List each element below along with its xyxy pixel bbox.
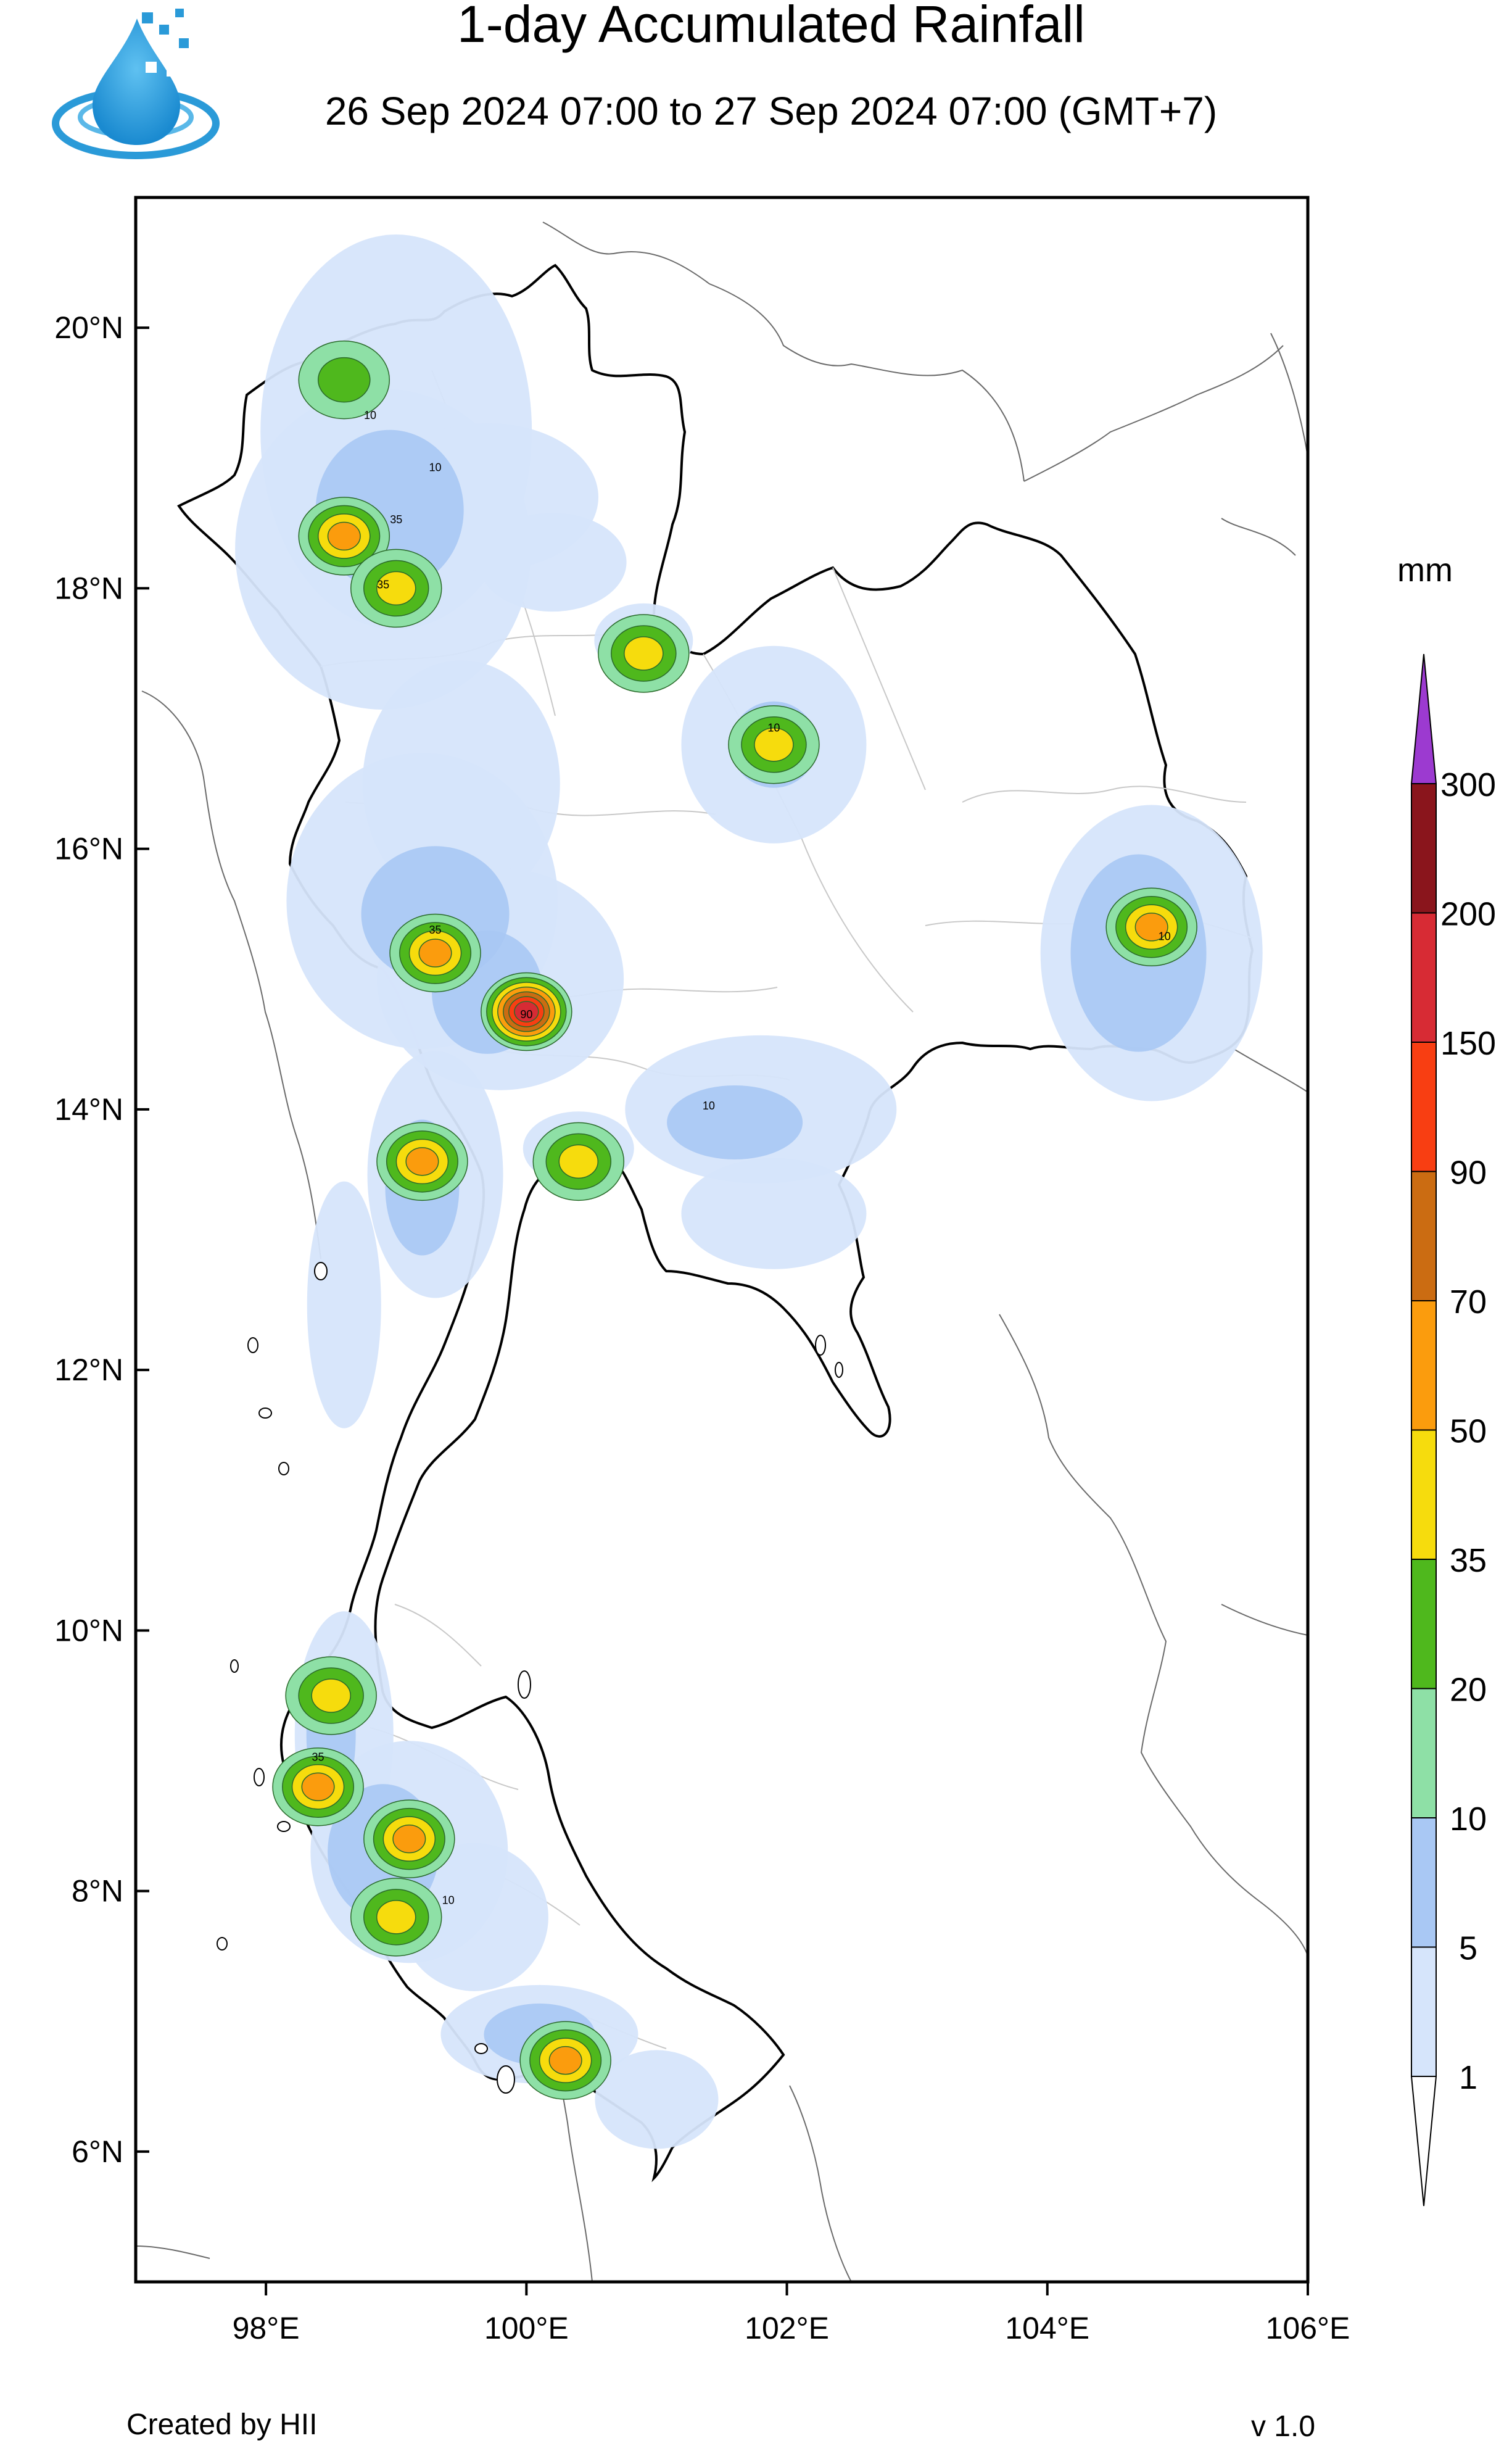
- colorbar-level-label: 50: [1450, 1413, 1487, 1450]
- map-area: 10 10 35 35 35 90 10 10 10 35 10: [136, 197, 1308, 2282]
- colorbar-bottom-arrow: [1410, 2076, 1437, 2207]
- colorbar-level-label: 300: [1440, 766, 1496, 803]
- rain-field: 10 10 35 35 35 90 10 10 10 35 10: [235, 234, 1263, 2149]
- contour-label: 90: [520, 1008, 532, 1021]
- contour-label: 10: [442, 1894, 455, 1907]
- lon-tick-label: 100°E: [484, 2311, 569, 2345]
- neighbour-borders: [136, 222, 1308, 2282]
- contour-label: 10: [364, 409, 376, 421]
- rain-area-light: [400, 1843, 548, 1991]
- rain-contour-35: [311, 1678, 351, 1713]
- contour-label: 10: [429, 461, 442, 473]
- lat-tick-label: 18°N: [54, 571, 123, 605]
- version-text: v 1.0: [1251, 2410, 1315, 2443]
- map-frame: [134, 196, 1310, 2284]
- colorbar-level-label: 90: [1450, 1155, 1487, 1192]
- rain-contour-50: [548, 2046, 582, 2075]
- colorbar-segment: [1411, 912, 1437, 1043]
- map-title: 1-day Accumulated Rainfall: [457, 0, 1085, 53]
- colorbar-segment: [1411, 1817, 1437, 1948]
- lat-tick-label: 8°N: [72, 1874, 123, 1909]
- rain-contour-20: [318, 357, 371, 403]
- lon-tick-label: 104°E: [1005, 2311, 1089, 2345]
- colorbar-level-label: 35: [1450, 1542, 1487, 1579]
- colorbar-level-label: 20: [1450, 1672, 1487, 1709]
- colorbar-level-label: 150: [1440, 1025, 1496, 1062]
- hii-logo: [52, 9, 220, 159]
- rain-contour-35: [558, 1144, 599, 1179]
- lon-tick-label: 102°E: [745, 2311, 829, 2345]
- islands: [217, 1262, 843, 2094]
- colorbar-segment: [1411, 1042, 1437, 1172]
- map-subtitle: 26 Sep 2024 07:00 to 27 Sep 2024 07:00 (…: [325, 89, 1217, 133]
- colorbar: mm 1 5 10 20 35 50 70 90 150 200 300: [1397, 552, 1496, 2207]
- colorbar-segment: [1411, 1946, 1437, 2077]
- rain-contour-150: [514, 1001, 539, 1022]
- lat-tick-label: 16°N: [54, 832, 123, 866]
- rain-contour-50: [1134, 913, 1168, 942]
- colorbar-segment: [1411, 1300, 1437, 1431]
- colorbar-level-label: 5: [1459, 1930, 1477, 1967]
- lat-tick-label: 10°N: [54, 1613, 123, 1648]
- credit-text: Created by HII: [126, 2408, 317, 2441]
- rain-contour-50: [418, 939, 452, 968]
- axis-ticks: 6°N 8°N 10°N 12°N 14°N 16°N 18°N 20°N 98°E 100°E 1…: [54, 310, 1350, 2345]
- rain-contour-50: [405, 1147, 439, 1176]
- rain-contour-50: [301, 1772, 335, 1801]
- colorbar-unit: mm: [1397, 552, 1453, 589]
- colorbar-segment: [1411, 1171, 1437, 1301]
- rain-contour-35: [754, 727, 794, 762]
- lon-tick-label: 106°E: [1266, 2311, 1350, 2345]
- rain-area-light: [478, 513, 627, 612]
- contour-label: 35: [312, 1751, 324, 1764]
- colorbar-top-arrow: [1410, 653, 1437, 784]
- lat-tick-label: 6°N: [72, 2134, 123, 2169]
- contour-label: 10: [1159, 930, 1171, 942]
- lat-tick-label: 14°N: [54, 1092, 123, 1127]
- lat-tick-label: 12°N: [54, 1353, 123, 1387]
- rain-contour-35: [376, 1900, 416, 1934]
- rain-area-light: [681, 1158, 867, 1269]
- rain-area-light: [595, 2050, 719, 2149]
- colorbar-segment: [1411, 1688, 1437, 1818]
- rain-contour-50: [392, 1824, 426, 1854]
- rain-contour-35: [624, 636, 664, 671]
- lon-tick-label: 98°E: [233, 2311, 300, 2345]
- rain-contour-50: [327, 521, 361, 551]
- colorbar-segment: [1411, 1559, 1437, 1689]
- contour-label: 35: [390, 513, 402, 526]
- colorbar-level-label: 10: [1450, 1801, 1487, 1838]
- contour-label: 35: [377, 578, 389, 591]
- rain-area-moderate: [667, 1085, 803, 1159]
- colorbar-level-label: 200: [1440, 896, 1496, 933]
- rain-contour-35: [376, 571, 416, 606]
- contour-label: 10: [767, 722, 780, 734]
- contour-label: 10: [703, 1100, 715, 1112]
- colorbar-level-label: 70: [1450, 1283, 1487, 1320]
- contour-label: 35: [429, 924, 442, 936]
- colorbar-level-label: 1: [1459, 2059, 1477, 2096]
- lat-tick-label: 20°N: [54, 310, 123, 345]
- rain-area-light: [307, 1181, 381, 1428]
- colorbar-segment: [1411, 1429, 1437, 1560]
- colorbar-segment: [1411, 783, 1437, 914]
